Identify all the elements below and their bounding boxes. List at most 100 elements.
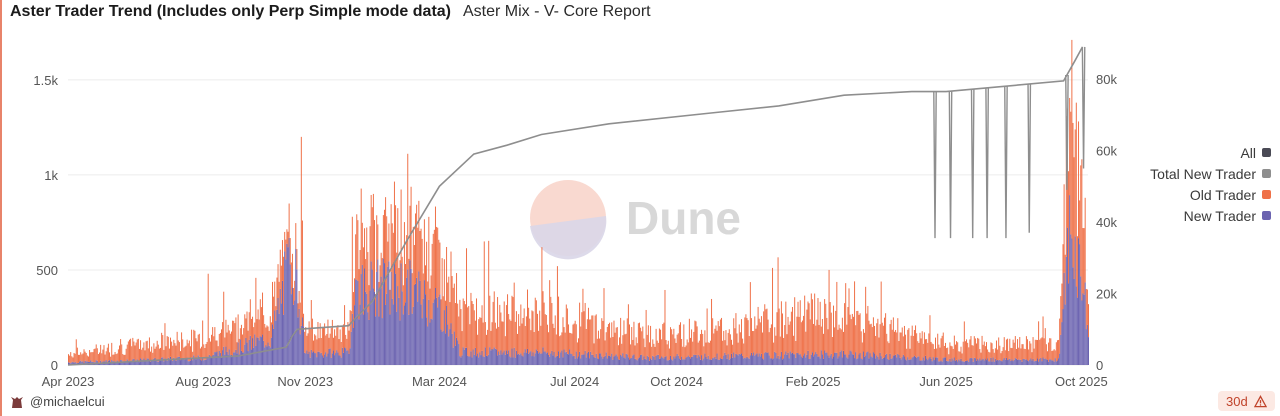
report-subtitle[interactable]: Aster Mix - V- Core Report xyxy=(463,3,651,20)
old-trader-bar xyxy=(1045,344,1047,360)
new-trader-bar xyxy=(305,353,307,365)
old-trader-bar xyxy=(809,319,811,359)
old-trader-bar xyxy=(459,299,461,357)
new-trader-bar xyxy=(848,354,850,365)
old-trader-bar xyxy=(329,333,331,349)
old-trader-bar xyxy=(716,330,718,354)
legend-label[interactable]: Total New Trader xyxy=(1150,166,1256,182)
new-trader-bar xyxy=(756,353,758,365)
old-trader-bar xyxy=(335,335,337,354)
new-trader-bar xyxy=(239,339,241,365)
x-axis: Apr 2023 Aug 2023 Nov 2023 Mar 2024 Jul 2024… xyxy=(42,374,1108,388)
new-trader-bar xyxy=(836,352,838,365)
old-trader-bar xyxy=(1048,342,1050,362)
new-trader-bar xyxy=(366,293,368,365)
old-trader-bar xyxy=(469,324,471,357)
old-trader-bar xyxy=(311,318,313,353)
old-trader-bar xyxy=(170,337,171,357)
new-trader-bar xyxy=(708,359,710,365)
old-trader-bar xyxy=(821,318,823,355)
new-trader-bar xyxy=(416,277,418,365)
old-trader-bar xyxy=(1068,171,1070,284)
range-badge[interactable]: 30d xyxy=(1218,391,1275,411)
new-trader-bar xyxy=(675,356,677,365)
new-trader-bar xyxy=(1025,359,1027,365)
old-trader-bar xyxy=(362,247,364,315)
new-trader-bar xyxy=(436,297,438,365)
new-trader-bar xyxy=(184,359,186,365)
old-trader-bar xyxy=(704,330,706,354)
old-trader-bar xyxy=(1044,328,1046,359)
new-trader-bar xyxy=(813,356,815,365)
new-trader-bar xyxy=(697,354,699,365)
old-trader-bar xyxy=(1079,200,1081,245)
new-trader-bar xyxy=(1001,361,1003,365)
new-trader-bar xyxy=(275,320,277,365)
new-trader-bar xyxy=(667,360,669,365)
new-trader-bar xyxy=(471,357,473,365)
new-trader-bar xyxy=(201,360,203,365)
new-trader-bar xyxy=(1020,359,1022,365)
old-trader-bar xyxy=(417,227,419,302)
author-link[interactable]: @michaelcui xyxy=(10,394,105,409)
new-trader-bar xyxy=(448,336,450,365)
new-trader-bar xyxy=(735,353,737,365)
new-trader-bar xyxy=(202,357,204,365)
new-trader-bar xyxy=(631,357,633,365)
old-trader-bar xyxy=(813,323,815,357)
new-trader-bar xyxy=(463,349,465,365)
new-trader-bar xyxy=(347,350,349,365)
old-trader-bar xyxy=(587,307,589,352)
new-trader-bar xyxy=(698,356,700,365)
legend-label[interactable]: Old Trader xyxy=(1190,187,1256,203)
new-trader-bar xyxy=(892,355,894,365)
old-trader-bar xyxy=(257,309,259,338)
old-trader-bar xyxy=(617,345,619,360)
new-trader-bar xyxy=(361,264,363,365)
old-trader-bar xyxy=(390,204,392,272)
new-trader-bar xyxy=(683,359,685,365)
old-trader-bar xyxy=(489,295,491,348)
old-trader-bar xyxy=(936,348,938,358)
old-trader-bar xyxy=(746,318,748,357)
new-trader-bar xyxy=(374,291,375,365)
new-trader-bar xyxy=(807,350,809,365)
new-trader-bar xyxy=(247,351,249,365)
old-trader-bar xyxy=(369,226,371,291)
old-trader-bar xyxy=(80,352,82,361)
old-trader-bar xyxy=(375,294,377,317)
old-trader-bar xyxy=(121,344,123,361)
old-trader-bar xyxy=(500,312,502,351)
new-trader-bar xyxy=(688,356,690,365)
old-trader-bar xyxy=(663,322,665,359)
old-trader-bar xyxy=(517,333,519,355)
old-trader-bar xyxy=(276,277,278,310)
new-trader-bar xyxy=(365,291,367,365)
old-trader-bar xyxy=(839,328,841,352)
new-trader-bar xyxy=(221,357,222,365)
new-trader-bar xyxy=(69,362,71,365)
new-trader-bar xyxy=(459,356,461,365)
legend-label[interactable]: New Trader xyxy=(1184,208,1257,224)
new-trader-bar xyxy=(564,352,566,365)
new-trader-bar xyxy=(782,359,783,365)
new-trader-bar xyxy=(1014,358,1016,365)
new-trader-bar xyxy=(969,358,971,365)
old-trader-bar xyxy=(216,340,218,352)
old-trader-bar xyxy=(478,319,480,358)
new-trader-bar xyxy=(117,362,119,365)
old-trader-bar xyxy=(97,354,99,363)
old-trader-bar xyxy=(808,303,810,359)
legend-label[interactable]: All xyxy=(1240,145,1256,161)
new-trader-bar xyxy=(626,354,628,365)
new-trader-bar xyxy=(543,351,545,365)
new-trader-bar xyxy=(306,350,308,365)
old-trader-bar xyxy=(523,308,525,353)
new-trader-bar xyxy=(523,352,525,365)
chart-footer: @michaelcui 30d xyxy=(0,388,1280,416)
old-trader-bar xyxy=(566,308,568,354)
new-trader-bar xyxy=(835,352,837,365)
old-trader-bar xyxy=(564,332,566,353)
old-trader-bar xyxy=(290,262,292,295)
new-trader-bar xyxy=(206,357,208,365)
